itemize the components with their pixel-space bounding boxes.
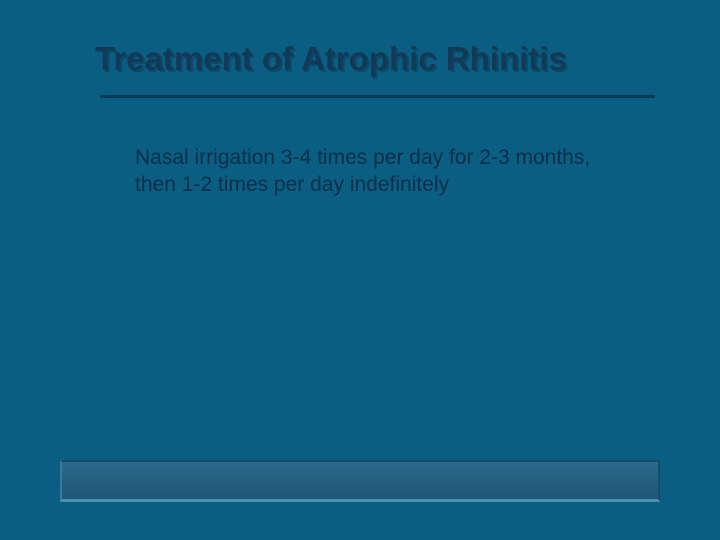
slide-title: Treatment of Atrophic Rhinitis (95, 40, 567, 78)
footer-bar (60, 460, 660, 502)
body-text: Nasal irrigation 3-4 times per day for 2… (135, 145, 635, 199)
slide: Treatment of Atrophic Rhinitis Nasal irr… (0, 0, 720, 540)
title-divider (100, 95, 655, 98)
